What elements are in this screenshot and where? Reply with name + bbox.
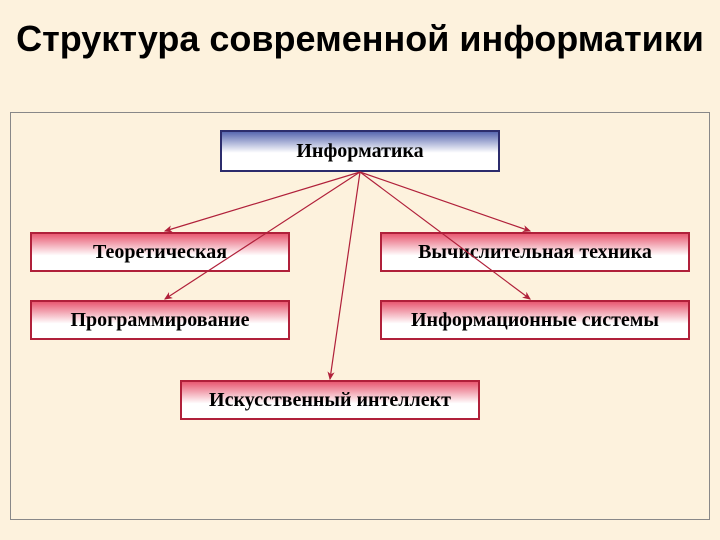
child-node-infosystems: Информационные системы — [380, 300, 690, 340]
child-node-programming: Программирование — [30, 300, 290, 340]
root-node: Информатика — [220, 130, 500, 172]
child-label: Информационные системы — [411, 309, 659, 332]
child-label: Теоретическая — [93, 241, 227, 264]
child-node-theoretical: Теоретическая — [30, 232, 290, 272]
child-node-hardware: Вычислительная техника — [380, 232, 690, 272]
child-label: Вычислительная техника — [418, 241, 652, 264]
child-label: Искусственный интеллект — [209, 389, 451, 412]
root-node-label: Информатика — [296, 140, 423, 163]
child-label: Программирование — [70, 309, 249, 332]
child-node-ai: Искусственный интеллект — [180, 380, 480, 420]
slide-title: Структура современной информатики — [0, 18, 720, 59]
